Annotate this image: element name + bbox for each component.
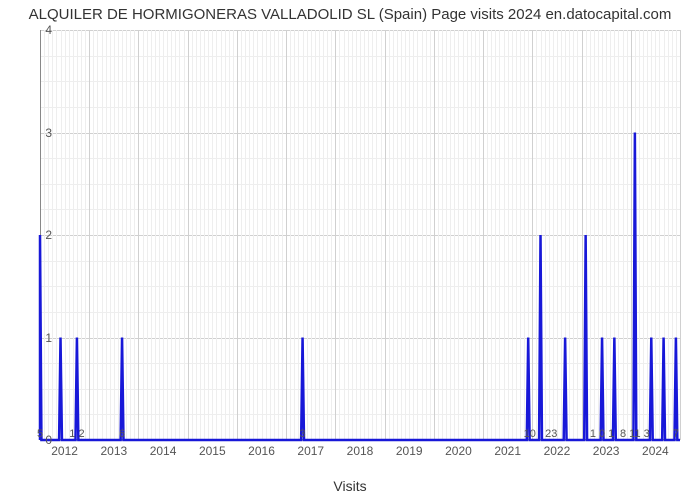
x-tick-label: 2016	[248, 444, 275, 458]
floor-label: 7	[673, 428, 679, 440]
x-tick-label: 2019	[396, 444, 423, 458]
floor-label: 6	[119, 428, 125, 440]
y-tick-label: 3	[45, 126, 52, 140]
floor-label: 1 2	[69, 428, 84, 440]
chart-container: ALQUILER DE HORMIGONERAS VALLADOLID SL (…	[0, 0, 700, 500]
x-tick-label: 2014	[150, 444, 177, 458]
chart-title: ALQUILER DE HORMIGONERAS VALLADOLID SL (…	[0, 6, 700, 23]
y-tick-label: 4	[45, 23, 52, 37]
floor-label: 5	[37, 428, 43, 440]
x-tick-label: 2017	[297, 444, 324, 458]
floor-label: 10 23	[524, 428, 558, 440]
x-axis-label: Visits	[0, 478, 700, 494]
x-tick-label: 2013	[100, 444, 127, 458]
y-tick-label: 1	[45, 331, 52, 345]
x-tick-label: 2023	[593, 444, 620, 458]
data-line	[40, 30, 680, 440]
floor-label: 1 0 1	[590, 428, 614, 440]
x-tick-label: 2024	[642, 444, 669, 458]
x-tick-label: 2015	[199, 444, 226, 458]
plot-area	[40, 30, 680, 440]
x-tick-label: 2012	[51, 444, 78, 458]
x-tick-label: 2022	[544, 444, 571, 458]
floor-label: 8 11 3	[620, 428, 650, 440]
y-tick-label: 2	[45, 228, 52, 242]
floor-label: 3	[300, 428, 306, 440]
x-tick-label: 2018	[347, 444, 374, 458]
x-tick-label: 2021	[494, 444, 521, 458]
x-tick-label: 2020	[445, 444, 472, 458]
